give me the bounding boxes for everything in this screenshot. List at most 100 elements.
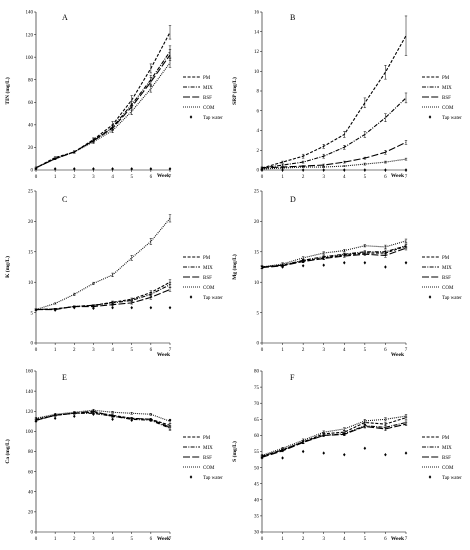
panel-f-y-tick-label: 55 — [254, 450, 260, 455]
panel-c-x-tick-label: 7 — [169, 348, 172, 353]
panel-d-x-tick-label: 0 — [261, 348, 264, 353]
panel-a-series-tap-water-point — [149, 167, 153, 171]
panel-b-series-tap-water-point — [260, 168, 264, 172]
panel-c-series-com-line — [35, 218, 171, 311]
panel-e-x-axis-title: Week — [157, 536, 171, 542]
panel-a-legend: PM MIX BSF COM Tap water — [183, 76, 223, 121]
panel-a-y-tick-label: 40 — [28, 124, 34, 129]
panel-f-y-axis-title: S (mg/L) — [231, 441, 238, 462]
panel-d-x-tick-label: 3 — [322, 348, 325, 353]
panel-f-x-tick-label: 1 — [281, 537, 284, 542]
panel-b-y-tick-label: 8 — [257, 90, 260, 95]
panel-f-legend-mix-label: MIX — [442, 446, 452, 451]
panel-b-series-tap-water-point — [384, 168, 387, 172]
panel-e-x-tick-label: 2 — [73, 537, 76, 542]
panel-d-y-tick-label: 25 — [254, 190, 260, 195]
panel-d-x-tick-label: 2 — [302, 348, 305, 353]
panel-b-legend: PM MIX BSF COM Tap water — [422, 76, 462, 121]
panel-b-series-tap-water-point — [301, 168, 305, 172]
panel-e-series-tap-water-point — [53, 416, 57, 420]
panel-a-series-com-line — [35, 62, 171, 169]
panel-f-y-tick-label: 30 — [254, 531, 260, 536]
panel-b-series-tap-water-point — [363, 168, 367, 172]
panel-a-series-tap-water-point — [111, 167, 114, 171]
panel-c-series-tap-water-point — [72, 306, 76, 310]
panel-f-legend-pm-label: PM — [442, 436, 450, 441]
panel-a-y-axis-title: TIN (mg/L) — [4, 77, 11, 105]
panel-a-series-mix-line — [35, 51, 171, 169]
panel-f-series-tap-water-point — [301, 449, 305, 454]
panel-b-y-tick-label: 10 — [254, 70, 260, 75]
panel-f-series-tap-water-point — [404, 451, 408, 455]
panel-e-chart: 0 20 40 60 80 100 120 140 160 0 1 2 3 4 5 6 7 E Ca (mg/L) W… — [4, 370, 223, 542]
panel-b-y-tick-label: 0 — [257, 169, 260, 174]
panel-c-legend-mix-label: MIX — [203, 266, 213, 271]
panel-b-series-bsf-line — [261, 141, 407, 169]
panel-e-x-tick-label: 4 — [111, 537, 114, 542]
panel-f-legend-tap-water-label: Tap water — [442, 476, 462, 481]
panel-f-y-tick-label: 45 — [254, 482, 260, 487]
panel-a-y-tick-label: 140 — [26, 11, 34, 16]
panel-a-legend-com-label: COM — [203, 106, 215, 111]
panel-f-series-tap-water-point — [281, 456, 284, 460]
panel-d-legend-tap-water-label: Tap water — [442, 296, 462, 301]
panel-e-series-tap-water-point — [92, 412, 95, 416]
panel-c-y-tick-label: 15 — [28, 251, 34, 256]
panel-e-letter: E — [62, 373, 67, 382]
panel-d-x-axis-title: Week — [391, 352, 405, 358]
panel-f-x-tick-label: 7 — [405, 537, 408, 542]
panel-d-y-tick-label: 5 — [257, 311, 260, 316]
panel-f-legend: PM MIX BSF COM Tap water — [422, 436, 462, 481]
panel-b-series-tap-water-point — [404, 168, 408, 172]
panel-a-x-tick-label: 4 — [111, 175, 114, 180]
panel-c-series-tap-water-point — [168, 306, 172, 310]
panel-a-y-tick-label: 120 — [26, 33, 34, 38]
panel-a-series-tap-water-point — [34, 167, 38, 171]
panel-d-series-com-line — [261, 240, 407, 268]
panel-e-x-tick-label: 5 — [130, 537, 133, 542]
panel-c-x-tick-label: 0 — [35, 348, 38, 353]
panel-d-series-tap-water-point — [342, 261, 346, 265]
panel-a-legend-pm-label: PM — [203, 76, 211, 81]
panel-f-x-axis-title: Week — [391, 536, 405, 542]
panel-b-legend-pm-label: PM — [442, 76, 450, 81]
panel-c-x-tick-label: 4 — [111, 348, 114, 353]
panel-b-letter: B — [290, 13, 295, 22]
panel-b-series-pm-line — [261, 35, 407, 169]
panel-d-series-tap-water-point — [301, 264, 305, 268]
panel-c-y-tick-label: 20 — [28, 220, 34, 225]
panel-d-legend-com-label: COM — [442, 286, 454, 291]
panel-e-x-tick-label: 0 — [35, 537, 38, 542]
panel-b-y-tick-label: 14 — [254, 30, 260, 35]
panel-e-series-tap-water-point — [130, 418, 134, 423]
panel-c-x-tick-label: 1 — [54, 348, 57, 353]
panel-d-series-tap-water-point — [363, 261, 367, 265]
panel-e-x-tick-label: 6 — [150, 537, 153, 542]
panel-c-x-axis-title: Week — [157, 352, 171, 358]
panel-b-series-mix-line — [261, 97, 407, 169]
panel-f-series-tap-water-point — [322, 451, 326, 455]
panel-d-series-tap-water-point — [404, 261, 408, 265]
panel-b-series-com-line — [261, 158, 407, 170]
panel-a-y-tick-label: 60 — [28, 101, 34, 106]
panel-f-series-tap-water-point — [363, 446, 367, 450]
panel-b-y-axis-title: SRP (mg/L) — [231, 77, 238, 105]
panel-f-y-tick-label: 60 — [254, 434, 260, 439]
panel-a-y-tick-label: 80 — [28, 78, 34, 83]
panel-c-series-tap-water-point — [130, 306, 134, 310]
panel-f-series-tap-water-point — [260, 456, 264, 460]
panel-c-series-tap-water-point — [111, 306, 114, 310]
panel-e-legend-mix-label: MIX — [203, 446, 213, 451]
panel-b-legend-com-label: COM — [442, 106, 454, 111]
panel-a-x-tick-label: 5 — [130, 175, 133, 180]
panel-e-x-tick-label: 1 — [54, 537, 57, 542]
panel-f-legend-com-label: COM — [442, 466, 454, 471]
panel-e-series-tap-water-point — [149, 418, 153, 423]
panel-d-y-tick-label: 10 — [254, 281, 260, 286]
panel-d-chart: 0 5 10 15 20 25 0 1 2 3 4 5 6 7 D Mg (mg/L) Week PM MIX BSF… — [231, 190, 462, 358]
panel-d-y-axis-title: Mg (mg/L) — [231, 254, 238, 280]
panel-a-series-tap-water-point — [72, 167, 76, 171]
panel-b-x-tick-label: 4 — [343, 175, 346, 180]
panel-a-x-tick-label: 0 — [35, 175, 38, 180]
